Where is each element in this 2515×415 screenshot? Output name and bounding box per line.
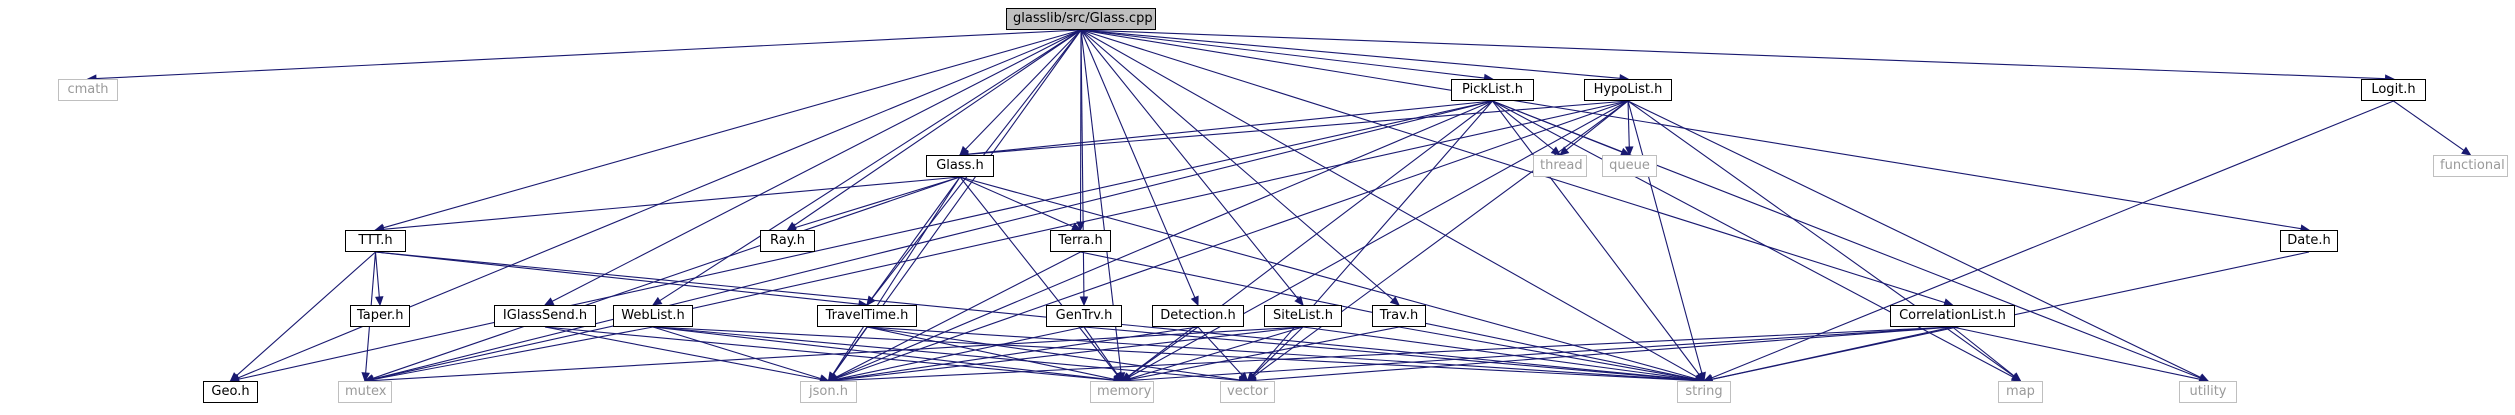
edge-ttt_h-traveltime_h bbox=[376, 252, 860, 304]
node-correlationlist-h[interactable]: CorrelationList.h bbox=[1890, 305, 2015, 327]
node-date-h[interactable]: Date.h bbox=[2280, 230, 2338, 252]
edge-glass_cpp-ray_h bbox=[794, 30, 1081, 225]
edge-glass_h-mutex bbox=[373, 177, 960, 378]
node-gentrv-h[interactable]: GenTrv.h bbox=[1046, 305, 1122, 327]
node-json-h[interactable]: json.h bbox=[800, 381, 857, 403]
edge-picklist_h-thread bbox=[1493, 101, 1554, 150]
node-taper-h[interactable]: Taper.h bbox=[350, 305, 410, 327]
edge-arrowhead bbox=[1080, 297, 1087, 305]
node-weblist-h[interactable]: WebList.h bbox=[613, 305, 693, 327]
node-iglasssend-h[interactable]: IGlassSend.h bbox=[494, 305, 596, 327]
edge-picklist_h-map bbox=[1493, 101, 2014, 377]
edge-ttt_h-taper_h bbox=[376, 252, 380, 297]
edge-arrowhead bbox=[376, 297, 383, 305]
node-mutex[interactable]: mutex bbox=[338, 381, 392, 403]
node-geo-h[interactable]: Geo.h bbox=[203, 381, 258, 403]
edge-picklist_h-utility bbox=[1493, 101, 2201, 378]
edge-hypolist_h-glass_h bbox=[968, 101, 1628, 154]
edge-glass_cpp-weblist_h bbox=[660, 30, 1081, 301]
edge-glass_cpp-date_h bbox=[1081, 30, 2301, 229]
node-traveltime-h[interactable]: TravelTime.h bbox=[817, 305, 917, 327]
node-functional[interactable]: functional bbox=[2433, 155, 2508, 177]
edge-glass_cpp-detection_h bbox=[1081, 30, 1195, 298]
edge-arrowhead bbox=[2462, 148, 2471, 155]
node-sitelist-h[interactable]: SiteList.h bbox=[1264, 305, 1342, 327]
node-logit-h[interactable]: Logit.h bbox=[2361, 79, 2426, 101]
edge-hypolist_h-queue bbox=[1628, 101, 1629, 147]
node-detection-h[interactable]: Detection.h bbox=[1152, 305, 1244, 327]
node-ray-h[interactable]: Ray.h bbox=[760, 230, 815, 252]
edge-glass_cpp-logit_h bbox=[1081, 30, 2386, 79]
edge-glass_cpp-iglasssend_h bbox=[552, 30, 1081, 301]
edge-iglasssend_h-json_h bbox=[545, 327, 821, 380]
edge-glass_h-traveltime_h bbox=[872, 177, 960, 299]
edge-hypolist_h-memory bbox=[1129, 101, 1628, 377]
node-picklist-h[interactable]: PickList.h bbox=[1451, 79, 1534, 101]
node-memory[interactable]: memory bbox=[1090, 381, 1154, 403]
edge-picklist_h-vector bbox=[1253, 101, 1493, 375]
node-ttt-h[interactable]: TTT.h bbox=[345, 230, 406, 252]
node-string[interactable]: string bbox=[1677, 381, 1731, 403]
edge-arrowhead bbox=[653, 298, 662, 305]
node-utility[interactable]: utility bbox=[2179, 381, 2237, 403]
node-terra-h[interactable]: Terra.h bbox=[1050, 230, 1111, 252]
edge-logit_h-functional bbox=[2394, 101, 2464, 150]
edge-arrowhead bbox=[545, 298, 554, 305]
edge-arrowhead bbox=[1192, 296, 1198, 305]
edge-correlationlist_h-json_h bbox=[836, 327, 1952, 381]
edge-glass_cpp-hypolist_h bbox=[1081, 30, 1620, 78]
edge-picklist_h-glass_h bbox=[968, 101, 1493, 154]
node-map[interactable]: map bbox=[1998, 381, 2043, 403]
edge-glass_cpp-glass_h bbox=[966, 30, 1081, 149]
node-glass-h[interactable]: Glass.h bbox=[926, 155, 994, 177]
edge-correlationlist_h-utility bbox=[1953, 327, 2201, 379]
node-trav-h[interactable]: Trav.h bbox=[1372, 305, 1426, 327]
edge-correlationlist_h-map bbox=[1953, 327, 2015, 376]
edge-hypolist_h-string bbox=[1628, 101, 1702, 373]
edge-hypolist_h-json_h bbox=[836, 101, 1628, 378]
node-cmath[interactable]: cmath bbox=[58, 79, 118, 101]
node-thread[interactable]: thread bbox=[1533, 155, 1587, 177]
edge-glass_cpp-correlationlist_h bbox=[1081, 30, 1945, 303]
node-queue[interactable]: queue bbox=[1602, 155, 1657, 177]
edge-glass_cpp-gentrv_h bbox=[1081, 30, 1084, 297]
edge-weblist_h-mutex bbox=[373, 327, 653, 380]
node-vector[interactable]: vector bbox=[1220, 381, 1275, 403]
node-glass-cpp[interactable]: glasslib/src/Glass.cpp bbox=[1006, 8, 1156, 30]
node-hypolist-h[interactable]: HypoList.h bbox=[1584, 79, 1672, 101]
